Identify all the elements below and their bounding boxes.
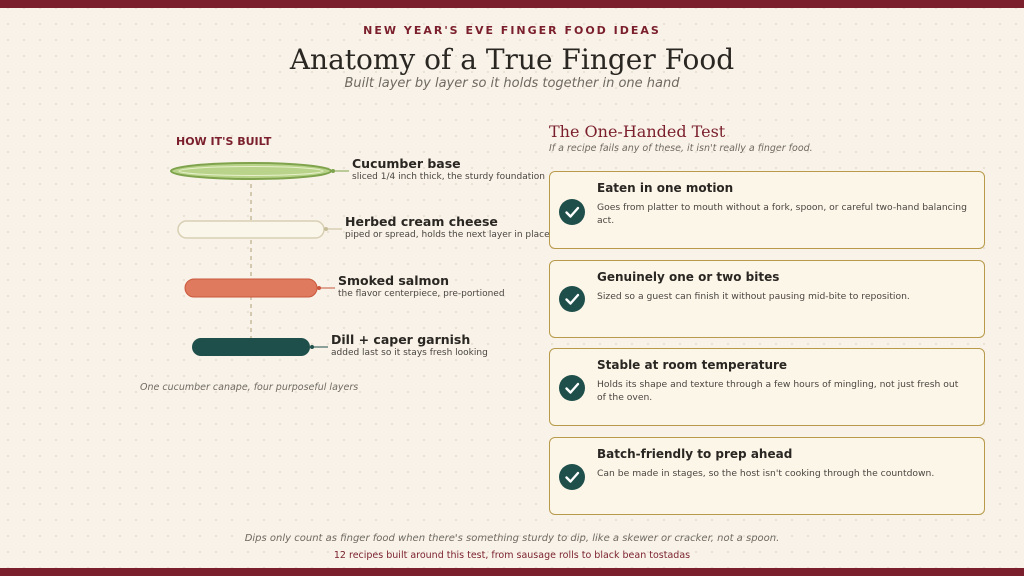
check-icon xyxy=(559,464,585,490)
layer-desc-cucumber-base: sliced 1/4 inch thick, the sturdy founda… xyxy=(352,172,545,182)
cream-cheese-shape xyxy=(177,220,325,239)
test-card-batch-friendly: Batch-friendly to prep ahead Can be made… xyxy=(549,437,985,515)
check-icon xyxy=(559,286,585,312)
smoked-salmon-shape xyxy=(184,278,318,298)
check-icon xyxy=(559,199,585,225)
card-title: Batch-friendly to prep ahead xyxy=(597,447,793,461)
salmon-leader-dot xyxy=(317,286,321,290)
footer-tagline: 12 recipes built around this test, from … xyxy=(333,550,691,561)
bottom-accent-bar xyxy=(0,568,1024,576)
check-icon xyxy=(559,375,585,401)
layer-name-smoked-salmon: Smoked salmon xyxy=(338,273,450,288)
card-title: Eaten in one motion xyxy=(597,181,734,195)
page-title: Anatomy of a True Finger Food xyxy=(289,43,735,76)
test-card-one-motion: Eaten in one motion Goes from platter to… xyxy=(549,171,985,249)
cucumber-base-inner-ring xyxy=(178,166,324,176)
dill-caper-shape xyxy=(192,338,310,356)
layer-desc-dill-caper-garnish: added last so it stays fresh looking xyxy=(331,348,488,358)
test-card-one-or-two-bites: Genuinely one or two bites Sized so a gu… xyxy=(549,260,985,338)
footnote: Dips only count as finger food when ther… xyxy=(244,533,780,544)
card-body: Holds its shape and texture through a fe… xyxy=(597,379,959,403)
card-body: Can be made in stages, so the host isn't… xyxy=(597,468,935,479)
card-title: Stable at room temperature xyxy=(597,358,788,372)
diagram-caption: One cucumber canape, four purposeful lay… xyxy=(140,382,359,393)
layer-diagram xyxy=(170,162,349,356)
test-subtitle: If a recipe fails any of these, it isn't… xyxy=(549,143,813,154)
test-card-room-temperature: Stable at room temperature Holds its sha… xyxy=(549,348,985,426)
card-body: Goes from platter to mouth without a for… xyxy=(597,202,967,226)
cucumber-base-shape xyxy=(170,162,332,180)
page-subtitle: Built layer by layer so it holds togethe… xyxy=(344,76,680,91)
layer-name-cucumber-base: Cucumber base xyxy=(352,156,461,171)
layer-name-herbed-cream-cheese: Herbed cream cheese xyxy=(345,214,498,229)
section-label-how-its-built: HOW IT'S BUILT xyxy=(176,135,272,148)
layer-desc-herbed-cream-cheese: piped or spread, holds the next layer in… xyxy=(345,230,550,240)
garnish-leader-dot xyxy=(310,345,314,349)
card-body: Sized so a guest can finish it without p… xyxy=(597,291,910,302)
test-title: The One-Handed Test xyxy=(549,122,726,141)
eyebrow-label: NEW YEAR'S EVE FINGER FOOD IDEAS xyxy=(363,24,661,37)
top-accent-bar xyxy=(0,0,1024,8)
card-title: Genuinely one or two bites xyxy=(597,270,780,284)
cream-cheese-leader-dot xyxy=(324,227,328,231)
layer-name-dill-caper-garnish: Dill + caper garnish xyxy=(331,332,471,347)
layer-desc-smoked-salmon: the flavor centerpiece, pre-portioned xyxy=(338,289,505,299)
cucumber-leader-dot xyxy=(331,169,335,173)
